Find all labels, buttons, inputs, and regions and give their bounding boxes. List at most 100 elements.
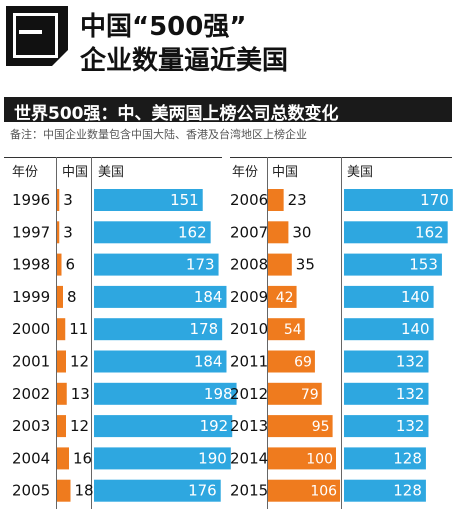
usa-value-label: 184 <box>194 353 223 371</box>
china-value-label: 12 <box>70 353 89 371</box>
year-label: 2000 <box>12 320 50 338</box>
usa-bar <box>94 447 231 470</box>
china-bar <box>268 318 305 341</box>
china-value-label: 6 <box>66 256 76 274</box>
year-label: 1999 <box>12 288 50 306</box>
china-bar <box>57 285 63 308</box>
china-bar <box>57 318 66 341</box>
china-bar <box>268 189 284 211</box>
col-header-usa-right: 美国 <box>347 165 374 180</box>
usa-value-label: 162 <box>415 223 444 241</box>
usa-value-label: 162 <box>178 223 207 241</box>
col-header-usa-left: 美国 <box>98 165 125 180</box>
year-label: 2007 <box>230 223 268 241</box>
year-label: 2002 <box>12 385 50 403</box>
year-label: 2004 <box>12 449 50 467</box>
usa-value-label: 173 <box>186 256 215 274</box>
usa-value-label: 128 <box>393 482 422 500</box>
china-value-label: 95 <box>312 419 330 435</box>
col-header-year-right: 年份 <box>232 165 259 180</box>
divider-right-usa <box>341 157 342 509</box>
year-label: 1998 <box>12 256 50 274</box>
col-header-year-left: 年份 <box>12 165 39 180</box>
usa-bar <box>344 350 429 373</box>
year-label: 2011 <box>230 353 268 371</box>
logo <box>6 6 68 66</box>
usa-value-label: 132 <box>396 417 425 435</box>
usa-value-label: 140 <box>401 288 430 306</box>
usa-bar <box>94 350 227 373</box>
china-value-label: 30 <box>292 223 311 241</box>
page-title-line1: 中国“500强” <box>80 12 247 42</box>
usa-bar <box>344 479 426 502</box>
usa-value-label: 184 <box>194 288 223 306</box>
china-value-label: 18 <box>75 482 94 500</box>
china-value-label: 54 <box>284 322 302 338</box>
usa-bar <box>344 189 453 211</box>
china-bar <box>268 285 297 308</box>
header-rule-left <box>4 157 222 158</box>
usa-value-label: 132 <box>396 353 425 371</box>
china-value-label: 16 <box>73 449 92 467</box>
usa-bar <box>94 221 211 244</box>
usa-bar <box>94 318 223 341</box>
china-bar <box>57 415 66 438</box>
year-label: 2009 <box>230 288 268 306</box>
logo-dash-icon <box>19 30 42 34</box>
china-value-label: 3 <box>63 191 73 209</box>
usa-value-label: 190 <box>198 449 227 467</box>
usa-bar <box>344 253 442 276</box>
china-value-label: 3 <box>63 223 73 241</box>
divider-left-china <box>56 157 57 509</box>
china-bar <box>57 350 66 373</box>
china-bar <box>57 189 60 211</box>
china-bar <box>268 382 322 405</box>
china-value-label: 100 <box>306 451 333 467</box>
col-header-china-right: 中国 <box>272 165 299 180</box>
china-value-label: 69 <box>294 355 312 371</box>
usa-value-label: 132 <box>396 385 425 403</box>
logo-frame <box>13 13 58 58</box>
usa-value-label: 192 <box>200 417 229 435</box>
chart-subtitle: 世界500强：中、美两国上榜公司总数变化 <box>14 104 339 124</box>
usa-bar <box>94 253 219 276</box>
usa-bar <box>344 415 429 438</box>
china-value-label: 23 <box>288 191 307 209</box>
china-bar <box>57 479 71 502</box>
china-bar <box>268 447 336 470</box>
year-label: 1996 <box>12 191 50 209</box>
usa-bar <box>94 189 203 211</box>
china-value-label: 11 <box>69 320 88 338</box>
china-value-label: 35 <box>296 256 315 274</box>
page-title-line2: 企业数量逼近美国 <box>80 46 289 76</box>
divider-left-usa <box>91 157 92 509</box>
usa-bar <box>344 447 426 470</box>
usa-bar <box>94 479 221 502</box>
china-bar <box>57 253 62 276</box>
usa-bar <box>344 221 448 244</box>
china-value-label: 42 <box>276 290 294 306</box>
year-label: 2001 <box>12 353 50 371</box>
year-label: 2006 <box>230 191 268 209</box>
year-label: 2012 <box>230 385 268 403</box>
usa-value-label: 170 <box>420 191 449 209</box>
usa-bar <box>344 318 434 341</box>
china-value-label: 8 <box>67 288 77 306</box>
logo-corner <box>52 50 68 66</box>
china-value-label: 12 <box>70 417 89 435</box>
subtitle-bar: 世界500强：中、美两国上榜公司总数变化 <box>4 97 452 124</box>
china-value-label: 79 <box>301 387 319 403</box>
china-value-label: 106 <box>310 484 337 500</box>
usa-value-label: 176 <box>188 482 217 500</box>
usa-value-label: 178 <box>190 320 219 338</box>
usa-bar <box>94 285 227 308</box>
usa-bar <box>344 285 434 308</box>
china-bar <box>268 350 315 373</box>
usa-value-label: 198 <box>204 385 233 403</box>
year-label: 2015 <box>230 482 268 500</box>
china-bar <box>268 253 292 276</box>
usa-bar <box>94 415 233 438</box>
usa-value-label: 151 <box>170 191 199 209</box>
chart-note: 备注：中国企业数量包含中国大陆、香港及台湾地区上榜企业 <box>10 128 307 141</box>
